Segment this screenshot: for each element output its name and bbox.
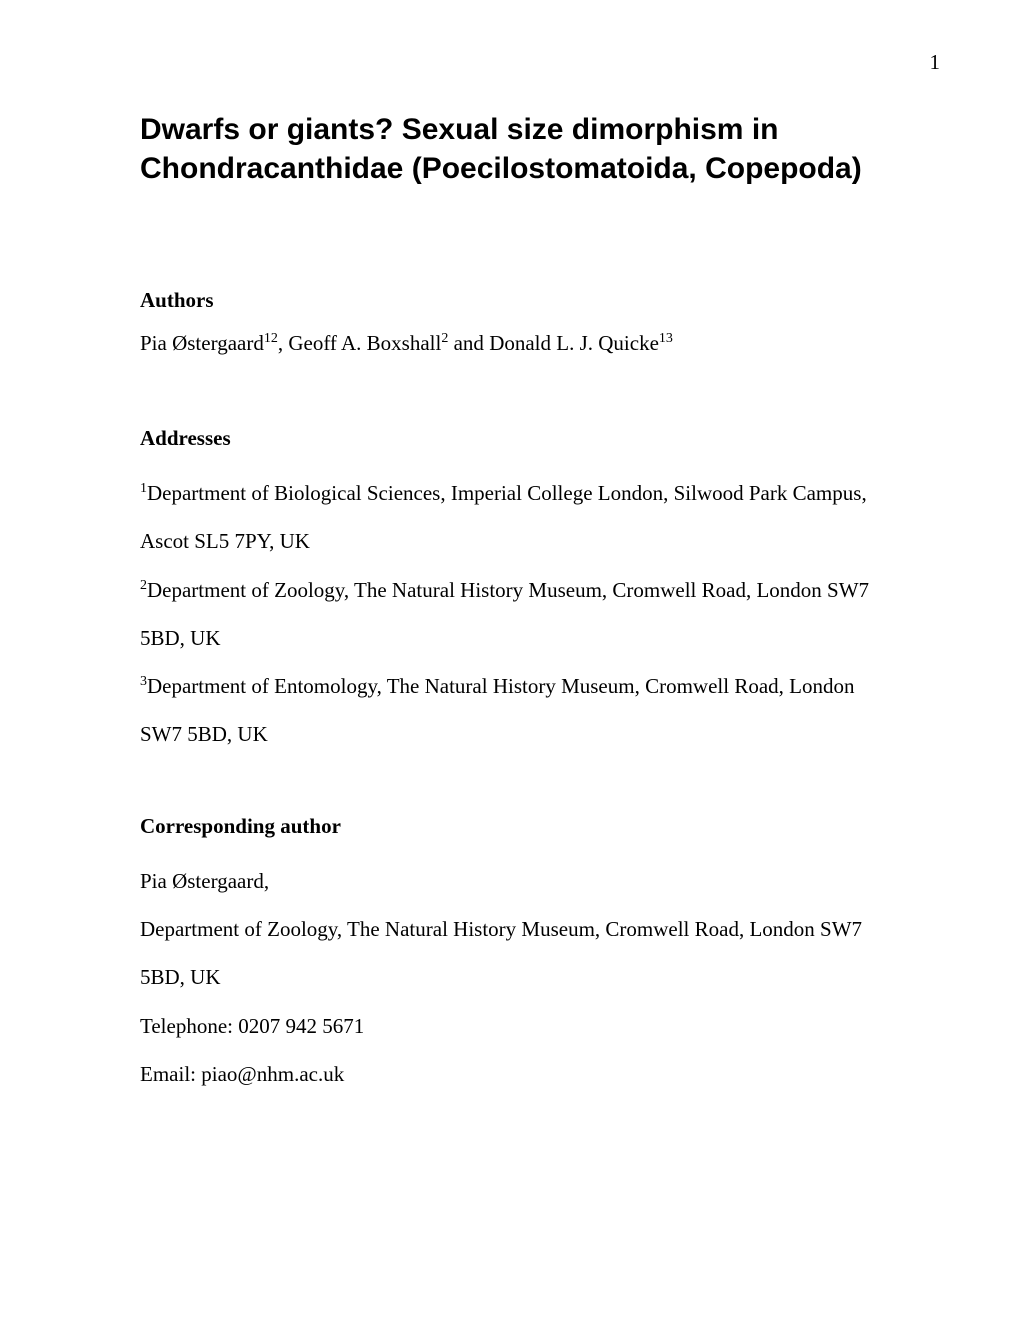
author-name: Geoff A. Boxshall (288, 331, 441, 355)
addresses-heading: Addresses (140, 426, 880, 451)
corresponding-heading: Corresponding author (140, 814, 880, 839)
paper-title: Dwarfs or giants? Sexual size dimorphism… (140, 110, 880, 188)
address-item: 2Department of Zoology, The Natural Hist… (140, 566, 880, 663)
corresponding-email: Email: piao@nhm.ac.uk (140, 1050, 880, 1098)
authors-heading: Authors (140, 288, 880, 313)
address-sup: 1 (140, 481, 147, 496)
authors-section: Authors Pia Østergaard12, Geoff A. Boxsh… (140, 288, 880, 356)
addresses-section: Addresses 1Department of Biological Scie… (140, 426, 880, 759)
address-item: 3Department of Entomology, The Natural H… (140, 662, 880, 759)
address-sup: 3 (140, 674, 147, 689)
corresponding-address: Department of Zoology, The Natural Histo… (140, 905, 880, 1002)
address-sup: 2 (140, 578, 147, 593)
separator: , (278, 331, 289, 355)
address-item: 1Department of Biological Sciences, Impe… (140, 469, 880, 566)
address-text: Department of Entomology, The Natural Hi… (140, 674, 854, 746)
corresponding-section: Corresponding author Pia Østergaard, Dep… (140, 814, 880, 1098)
separator: and (448, 331, 489, 355)
author-affil-sup: 12 (264, 331, 278, 346)
corresponding-telephone: Telephone: 0207 942 5671 (140, 1002, 880, 1050)
address-text: Department of Biological Sciences, Imper… (140, 481, 867, 553)
author-affil-sup: 13 (659, 331, 673, 346)
author-name: Pia Østergaard (140, 331, 264, 355)
address-text: Department of Zoology, The Natural Histo… (140, 578, 869, 650)
page-number: 1 (930, 50, 941, 75)
author-name: Donald L. J. Quicke (489, 331, 659, 355)
corresponding-name: Pia Østergaard, (140, 857, 880, 905)
authors-line: Pia Østergaard12, Geoff A. Boxshall2 and… (140, 331, 880, 356)
